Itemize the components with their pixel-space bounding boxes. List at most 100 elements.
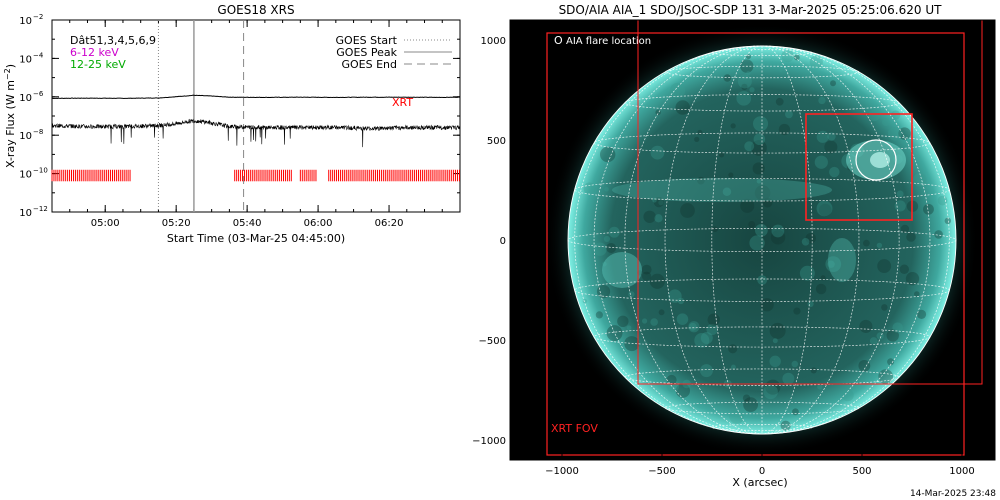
emission-patch <box>743 397 759 413</box>
xrt-fov-label: XRT FOV <box>551 422 598 435</box>
emission-patch <box>792 408 799 416</box>
emission-patch <box>878 369 894 384</box>
emission-patch <box>593 242 607 256</box>
goes-legend-left: Dât51,3,4,5,6,9 6-12 keV 12-25 keV <box>70 34 156 71</box>
goes-legend-right-1: GOES Peak <box>336 46 397 59</box>
goes-y-tick-exponent: −6 <box>33 90 44 98</box>
emission-patch <box>876 242 883 249</box>
emission-patch <box>729 409 745 424</box>
emission-patch <box>688 322 697 331</box>
emission-patch <box>658 309 665 316</box>
emission-patch <box>791 360 799 368</box>
emission-patch <box>914 291 920 297</box>
aia-xlabel: X (arcsec) <box>732 476 787 489</box>
emission-patch <box>816 200 833 217</box>
longitude-line <box>761 45 931 435</box>
aia-flare-location-marker <box>855 139 897 181</box>
emission-patch <box>754 223 768 237</box>
goes-legend-right: GOES Start GOES Peak GOES End <box>336 34 452 71</box>
aia-image-content <box>546 20 983 456</box>
emission-patch <box>934 230 943 239</box>
emission-patch <box>658 199 664 206</box>
goes-y-tick-label: 10 <box>19 54 32 65</box>
emission-patch <box>807 300 814 308</box>
emission-patch <box>868 109 881 122</box>
emission-patch <box>694 136 700 142</box>
goes-ylabel-main: X-ray Flux (W m <box>4 80 17 168</box>
active-region <box>602 252 642 288</box>
active-region <box>828 238 856 282</box>
emission-patch <box>763 384 778 400</box>
emission-patch <box>641 271 652 281</box>
emission-patch <box>775 97 784 106</box>
emission-patch <box>746 70 751 76</box>
goes-legend-left-0: Dât51,3,4,5,6,9 <box>70 34 156 47</box>
emission-patch <box>643 210 656 223</box>
goes-y-tick-exponent: −2 <box>33 13 43 21</box>
emission-patch <box>744 141 755 152</box>
emission-patch <box>650 145 665 160</box>
emission-patch <box>712 226 718 233</box>
xrt-fov-box <box>546 32 965 456</box>
emission-patch <box>827 132 836 141</box>
goes-x-tick-label: 06:00 <box>304 218 333 229</box>
flare-region-box <box>805 113 913 221</box>
goes-y-tick-label: 10 <box>19 93 32 104</box>
emission-patch <box>748 221 756 228</box>
emission-patch <box>628 291 635 298</box>
emission-patch <box>815 283 827 295</box>
emission-patch <box>730 123 736 129</box>
emission-patch <box>816 130 829 143</box>
emission-patch <box>825 256 842 273</box>
emission-patch <box>688 321 700 333</box>
longitude-line <box>574 45 763 435</box>
emission-patch <box>752 162 765 175</box>
emission-patch <box>730 364 736 370</box>
emission-patch <box>604 186 609 192</box>
emission-patch <box>606 325 623 342</box>
goes-x-tick-label: 05:20 <box>162 218 191 229</box>
aia-legend-label: AIA flare location <box>566 36 651 47</box>
emission-patch <box>719 152 725 158</box>
emission-patch <box>782 372 795 385</box>
emission-patch <box>700 332 713 344</box>
emission-patch <box>863 239 870 247</box>
emission-patch <box>841 389 854 402</box>
emission-patch <box>906 232 916 242</box>
goes-event-lines <box>157 20 245 212</box>
goes-y-tick-label: 10 <box>19 16 32 27</box>
emission-patch <box>944 217 952 225</box>
emission-patch <box>892 322 903 333</box>
emission-patch <box>749 235 765 251</box>
emission-patch <box>707 313 720 326</box>
emission-patch <box>810 367 817 374</box>
longitude-line <box>761 45 950 435</box>
emission-patch <box>756 179 762 184</box>
goes-x-tick-label: 06:20 <box>375 218 404 229</box>
emission-patch <box>830 80 836 87</box>
emission-patch <box>754 185 771 201</box>
emission-patch <box>722 187 732 196</box>
emission-patch <box>780 420 791 431</box>
active-band <box>612 178 832 202</box>
emission-patch <box>582 298 588 304</box>
emission-patch <box>757 275 768 285</box>
footer-timestamp: 14-Mar-2025 23:48 <box>910 489 996 499</box>
emission-patch <box>676 313 689 325</box>
emission-patch <box>742 394 751 402</box>
emission-patch <box>752 116 769 132</box>
emission-patch <box>877 259 892 273</box>
aia-y-tick-label: −1000 <box>472 436 506 447</box>
emission-patch <box>599 146 616 163</box>
emission-patch <box>728 172 734 178</box>
active-region-core <box>870 152 890 168</box>
emission-patch <box>778 67 784 72</box>
goes-ylabel: X-ray Flux (W m−2) <box>3 64 17 168</box>
goes-y-tick-label: 10 <box>19 170 32 181</box>
goes-y-tick-label: 10 <box>19 131 32 142</box>
goes-long-channel-line <box>52 94 460 100</box>
emission-patch <box>896 190 904 198</box>
goes-xlabel: Start Time (03-Mar-25 04:45:00) <box>167 232 345 245</box>
